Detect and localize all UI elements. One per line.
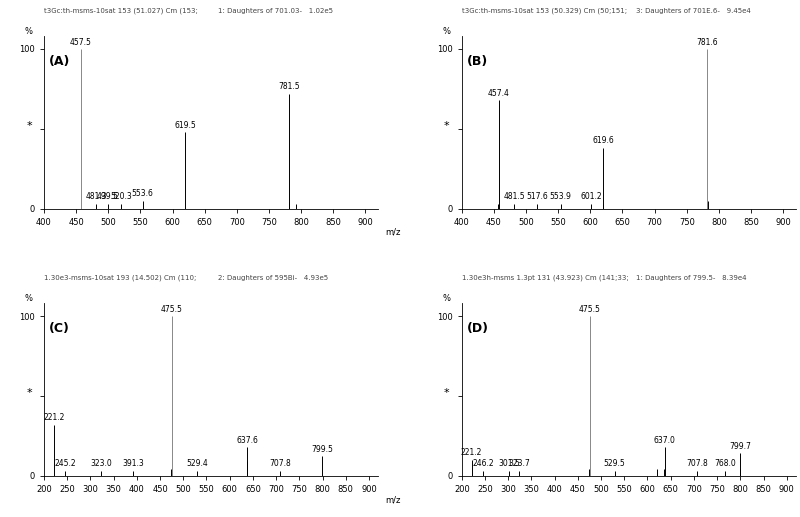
Text: *: *: [444, 388, 450, 398]
Text: 481.5: 481.5: [503, 192, 525, 201]
Text: 553.6: 553.6: [132, 189, 154, 198]
Text: 707.8: 707.8: [269, 460, 290, 468]
Text: 457.4: 457.4: [488, 88, 510, 98]
Text: t3Gc:th-msms-10sat 153 (50.329) Cm (50;151;: t3Gc:th-msms-10sat 153 (50.329) Cm (50;1…: [462, 7, 627, 14]
Text: (A): (A): [49, 55, 70, 68]
Text: 707.8: 707.8: [686, 460, 708, 468]
Text: 391.3: 391.3: [122, 460, 144, 468]
Text: (B): (B): [466, 55, 488, 68]
Text: 619.6: 619.6: [592, 136, 614, 145]
Text: 221.2: 221.2: [461, 448, 482, 458]
Text: 499.5: 499.5: [97, 192, 119, 201]
Text: m/z: m/z: [385, 495, 401, 504]
Text: *: *: [26, 121, 32, 131]
Text: 529.5: 529.5: [604, 460, 626, 468]
Text: 799.5: 799.5: [311, 445, 334, 454]
Text: 1: Daughters of 799.5-   8.39e4: 1: Daughters of 799.5- 8.39e4: [635, 275, 746, 281]
Text: (C): (C): [49, 323, 70, 336]
Text: t3Gc:th-msms-10sat 153 (51.027) Cm (153;: t3Gc:th-msms-10sat 153 (51.027) Cm (153;: [44, 7, 198, 14]
Text: 1: Daughters of 701.03-   1.02e5: 1: Daughters of 701.03- 1.02e5: [218, 8, 333, 14]
Text: m/z: m/z: [385, 228, 401, 237]
Text: 301.5: 301.5: [498, 460, 520, 468]
Text: 781.6: 781.6: [696, 38, 718, 47]
Text: 457.5: 457.5: [70, 38, 92, 47]
Text: 517.6: 517.6: [526, 192, 548, 201]
Text: *: *: [26, 388, 32, 398]
Text: 520.3: 520.3: [110, 192, 132, 201]
Text: %: %: [442, 294, 450, 303]
Text: 246.2: 246.2: [473, 460, 494, 468]
Text: 323.0: 323.0: [90, 460, 112, 468]
Text: 768.0: 768.0: [714, 460, 736, 468]
Text: (D): (D): [466, 323, 489, 336]
Text: %: %: [442, 27, 450, 36]
Text: 553.9: 553.9: [550, 192, 572, 201]
Text: %: %: [25, 294, 33, 303]
Text: 637.0: 637.0: [654, 435, 675, 445]
Text: 601.2: 601.2: [580, 192, 602, 201]
Text: 475.5: 475.5: [161, 305, 183, 314]
Text: 3: Daughters of 701E.6-   9.45e4: 3: Daughters of 701E.6- 9.45e4: [635, 8, 750, 14]
Text: 1.30e3-msms-10sat 193 (14.502) Cm (110;: 1.30e3-msms-10sat 193 (14.502) Cm (110;: [44, 275, 196, 281]
Text: 323.7: 323.7: [508, 460, 530, 468]
Text: 2: Daughters of 595Bi-   4.93e5: 2: Daughters of 595Bi- 4.93e5: [218, 275, 328, 281]
Text: %: %: [25, 27, 33, 36]
Text: 475.5: 475.5: [578, 305, 601, 314]
Text: 481.3: 481.3: [86, 192, 107, 201]
Text: 637.6: 637.6: [236, 435, 258, 445]
Text: 619.5: 619.5: [174, 120, 196, 130]
Text: 799.7: 799.7: [730, 442, 751, 451]
Text: 221.2: 221.2: [43, 413, 65, 422]
Text: *: *: [444, 121, 450, 131]
Text: 1.30e3h-msms 1.3pt 131 (43.923) Cm (141;33;: 1.30e3h-msms 1.3pt 131 (43.923) Cm (141;…: [462, 275, 629, 281]
Text: 245.2: 245.2: [54, 460, 76, 468]
Text: 781.5: 781.5: [278, 82, 300, 91]
Text: 529.4: 529.4: [186, 460, 208, 468]
